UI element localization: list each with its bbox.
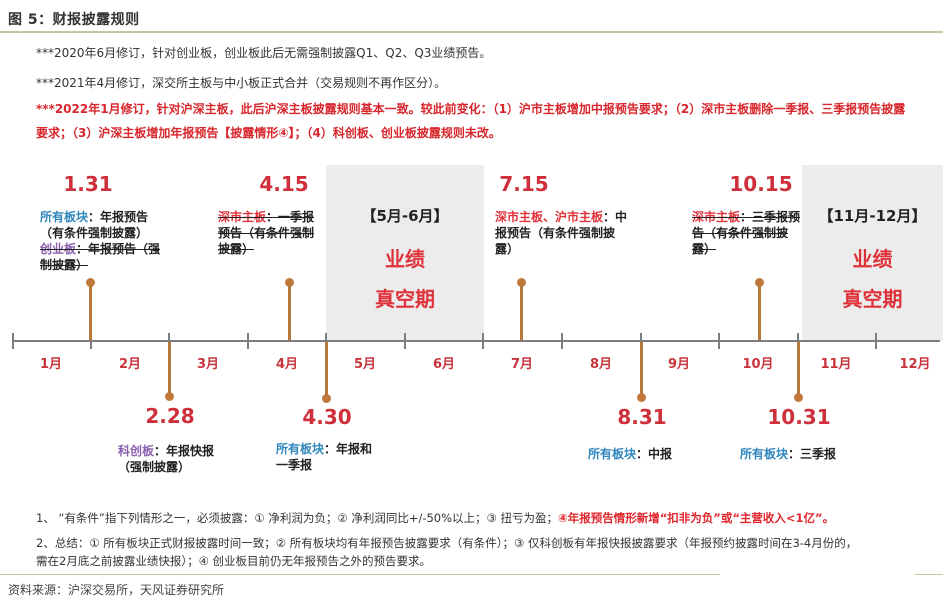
board-label: 深市主板 — [692, 210, 741, 224]
axis-tick — [875, 333, 877, 349]
board-label: 所有板块 — [40, 210, 89, 224]
footnote-2-line-1: 2、总结：① 所有板块正式财报披露时间一致；② 所有板块均有年报预告披露要求（有… — [36, 536, 858, 550]
month-label: 1月 — [39, 357, 63, 372]
axis-tick — [640, 333, 642, 349]
event-date-1031: 10.31 — [767, 405, 831, 429]
blank-period-label-2: 真空期 — [375, 287, 435, 311]
event-date-0228: 2.28 — [145, 404, 195, 428]
note-2020: ***2020年6月修订，针对创业板，创业板此后无需强制披露Q1、Q2、Q3业绩… — [36, 46, 492, 60]
pin-dot — [165, 392, 174, 401]
event-date-0831: 8.31 — [617, 405, 667, 429]
blank-period-may-jun: 【5月-6月】 业绩 真空期 — [326, 165, 484, 341]
event-desc-1015: 深市主板：三季报预告（有条件强制披露） — [692, 209, 804, 257]
event-date-1015: 10.15 — [729, 172, 793, 196]
pin-stem — [325, 342, 328, 398]
event-text: ：三季报预告（有条件强制披露） — [692, 210, 801, 256]
month-label: 11月 — [820, 357, 852, 372]
pin-stem — [797, 342, 800, 396]
axis-tick — [325, 333, 327, 349]
board-label: 深市主板 — [218, 210, 267, 224]
timeline-axis — [12, 340, 940, 342]
pin-dot — [322, 394, 331, 403]
month-label: 5月 — [353, 357, 377, 372]
axis-tick — [168, 333, 170, 349]
footnote-2-line-2: 需在2月底之前披露业绩快报）；④ 创业板目前仍无年报预告之外的预告要求。 — [36, 554, 432, 568]
pin-stem — [168, 342, 171, 396]
axis-tick — [797, 333, 799, 349]
event-text: ：一季报预告（有条件强制披露） — [218, 210, 315, 256]
footnote-1-text: 1、 “有条件”指下列情形之一，必须披露：① 净利润为负；② 净利润同比+/-5… — [36, 511, 558, 525]
footnote-1: 1、 “有条件”指下列情形之一，必须披露：① 净利润为负；② 净利润同比+/-5… — [36, 510, 834, 526]
pin-dot — [794, 393, 803, 402]
event-text: ：中报 — [636, 447, 673, 461]
event-desc-0131: 所有板块：年报预告（有条件强制披露） 创业板：年报预告（强制披露） — [40, 209, 170, 273]
event-desc-0415: 深市主板：一季报预告（有条件强制披露） — [218, 209, 322, 257]
axis-tick — [561, 333, 563, 349]
axis-tick — [404, 333, 406, 349]
axis-tick — [90, 333, 92, 349]
month-label: 7月 — [510, 357, 534, 372]
blank-period-label-1: 业绩 — [852, 247, 893, 271]
pin-stem — [89, 282, 92, 340]
event-desc-0715: 深市主板、沪市主板：中报预告（有条件强制披露） — [495, 209, 630, 257]
event-text: ：三季报 — [788, 447, 837, 461]
event-text: ：年报快报（强制披露） — [118, 444, 215, 474]
board-label: 所有板块 — [276, 442, 325, 456]
event-date-0430: 4.30 — [302, 405, 352, 429]
blank-period-range: 【5月-6月】 — [361, 207, 449, 225]
event-desc-1031: 所有板块：三季报 — [740, 446, 870, 462]
month-label: 3月 — [196, 357, 220, 372]
axis-tick — [247, 333, 249, 349]
board-label: 所有板块 — [588, 447, 637, 461]
bottom-divider — [0, 574, 720, 575]
event-desc-0831: 所有板块：中报 — [588, 446, 708, 462]
top-divider — [0, 31, 943, 33]
event-date-0131: 1.31 — [63, 172, 113, 196]
figure-title: 图 5：财报披露规则 — [8, 12, 140, 28]
month-label: 12月 — [899, 357, 931, 372]
figure-source: 资料来源：沪深交易所，天风证券研究所 — [8, 583, 225, 597]
event-desc-0430: 所有板块：年报和一季报 — [276, 441, 376, 473]
note-2022: ***2022年1月修订，针对沪深主板，此后沪深主板披露规则基本一致。较此前变化… — [36, 102, 906, 140]
month-label: 8月 — [589, 357, 613, 372]
axis-tick — [718, 333, 720, 349]
blank-period-range: 【11月-12月】 — [818, 207, 927, 225]
event-text: ：年报和一季报 — [276, 442, 373, 472]
board-label: 创业板 — [40, 242, 77, 256]
event-text: ：中报预告（有条件强制披露） — [495, 210, 628, 256]
blank-period-label-1: 业绩 — [385, 247, 425, 271]
board-label: 所有板块 — [740, 447, 789, 461]
event-date-0415: 4.15 — [259, 172, 309, 196]
month-label: 9月 — [667, 357, 691, 372]
footnote-1-highlight: ④年报预告情形新增“扣非为负”或“主营收入<1亿”。 — [558, 511, 835, 525]
month-label: 6月 — [432, 357, 456, 372]
note-2021: ***2021年4月修订，深交所主板与中小板正式合并（交易规则不再作区分）。 — [36, 76, 447, 90]
blank-period-label-2: 真空期 — [842, 287, 903, 311]
month-label: 4月 — [275, 357, 299, 372]
pin-dot — [637, 393, 646, 402]
month-label: 10月 — [742, 357, 774, 372]
board-label: 深市主板、沪市主板 — [495, 210, 604, 224]
axis-tick — [12, 333, 14, 349]
pin-stem — [520, 282, 523, 340]
pin-stem — [288, 282, 291, 340]
month-label: 2月 — [118, 357, 142, 372]
axis-tick — [482, 333, 484, 349]
board-label: 科创板 — [118, 444, 155, 458]
event-text: ：年报预告（有条件强制披露） — [40, 210, 149, 240]
event-text: ：年报预告（强制披露） — [40, 242, 161, 272]
event-desc-0228: 科创板：年报快报（强制披露） — [118, 443, 226, 475]
event-date-0715: 7.15 — [499, 172, 549, 196]
bottom-divider — [915, 574, 943, 575]
pin-stem — [758, 282, 761, 340]
pin-stem — [640, 342, 643, 396]
blank-period-nov-dec: 【11月-12月】 业绩 真空期 — [802, 165, 943, 341]
